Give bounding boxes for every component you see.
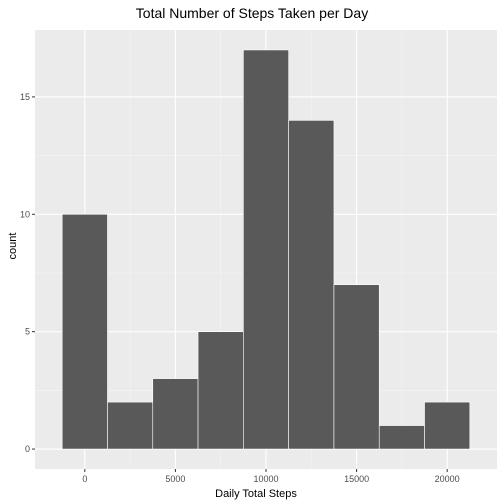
y-tick-label: 5 bbox=[25, 327, 30, 337]
y-tick-label: 15 bbox=[20, 92, 30, 102]
x-axis-title: Daily Total Steps bbox=[215, 488, 297, 500]
histogram-bar bbox=[107, 402, 152, 449]
x-tick-label: 20000 bbox=[435, 474, 460, 484]
y-axis-title: count bbox=[7, 233, 19, 260]
chart-title: Total Number of Steps Taken per Day bbox=[136, 5, 368, 21]
x-tick-label: 10000 bbox=[253, 474, 278, 484]
histogram-bar bbox=[198, 332, 243, 449]
histogram-bar bbox=[243, 50, 288, 449]
histogram-bar bbox=[425, 402, 470, 449]
x-tick-label: 15000 bbox=[344, 474, 369, 484]
x-tick-label: 0 bbox=[82, 474, 87, 484]
histogram-bar bbox=[289, 120, 334, 449]
histogram-bar bbox=[62, 214, 107, 449]
y-tick-label: 10 bbox=[20, 209, 30, 219]
histogram-bar bbox=[153, 379, 198, 449]
x-tick-label: 5000 bbox=[165, 474, 185, 484]
histogram-bar bbox=[334, 285, 379, 449]
y-tick-label: 0 bbox=[25, 444, 30, 454]
histogram-bar bbox=[379, 426, 424, 449]
